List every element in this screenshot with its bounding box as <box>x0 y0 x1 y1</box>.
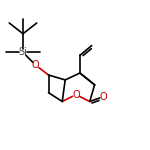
Text: O: O <box>100 92 107 102</box>
Text: O: O <box>72 90 80 100</box>
Text: O: O <box>32 60 40 70</box>
Text: Si: Si <box>19 47 27 57</box>
